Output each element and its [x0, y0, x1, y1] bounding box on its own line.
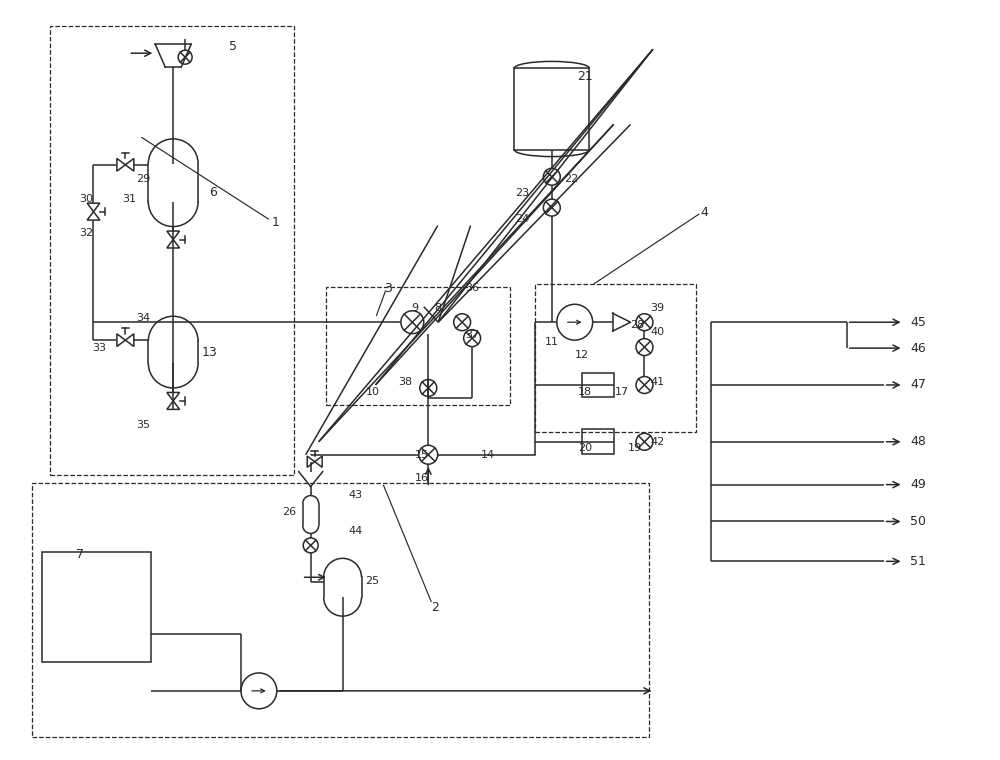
Text: 3: 3 — [384, 282, 392, 295]
Text: 42: 42 — [650, 437, 665, 447]
Text: 35: 35 — [136, 420, 150, 430]
Text: 39: 39 — [650, 303, 664, 313]
Text: 25: 25 — [365, 576, 380, 586]
Text: 49: 49 — [910, 478, 926, 491]
Text: 36: 36 — [465, 283, 479, 293]
Bar — [582, 429, 614, 454]
Text: 38: 38 — [398, 377, 412, 387]
Text: 30: 30 — [80, 194, 94, 204]
Text: 11: 11 — [545, 337, 559, 347]
Text: 43: 43 — [348, 489, 363, 499]
Text: 37: 37 — [465, 330, 479, 340]
Text: 32: 32 — [79, 227, 94, 238]
Text: 10: 10 — [365, 387, 379, 397]
Bar — [50, 27, 294, 475]
Text: 8: 8 — [435, 303, 442, 313]
Text: 50: 50 — [910, 515, 926, 528]
Text: 12: 12 — [575, 350, 589, 360]
Text: 28: 28 — [630, 320, 645, 330]
Polygon shape — [125, 334, 134, 347]
Text: 18: 18 — [578, 387, 592, 397]
Text: 2: 2 — [431, 600, 439, 613]
Bar — [326, 287, 510, 405]
Polygon shape — [167, 239, 180, 248]
Polygon shape — [87, 211, 100, 220]
Text: 13: 13 — [201, 346, 217, 359]
Polygon shape — [117, 334, 125, 347]
Text: 46: 46 — [910, 341, 926, 355]
Text: 9: 9 — [412, 303, 419, 313]
Text: 5: 5 — [229, 40, 237, 52]
Text: 24: 24 — [515, 214, 529, 223]
Text: 21: 21 — [577, 70, 593, 83]
Bar — [535, 284, 696, 432]
Text: 44: 44 — [348, 527, 363, 537]
Polygon shape — [307, 456, 315, 467]
Text: 6: 6 — [209, 186, 217, 199]
Text: 33: 33 — [92, 343, 106, 353]
Text: 51: 51 — [910, 555, 926, 568]
Text: 22: 22 — [565, 174, 579, 184]
Text: 16: 16 — [415, 473, 429, 483]
Text: 48: 48 — [910, 435, 926, 448]
Bar — [42, 553, 151, 662]
Text: 41: 41 — [650, 377, 664, 387]
Polygon shape — [315, 456, 322, 467]
Text: 4: 4 — [700, 206, 708, 219]
Text: 1: 1 — [272, 216, 280, 229]
Bar — [582, 372, 614, 397]
Text: 34: 34 — [136, 313, 150, 323]
Text: 23: 23 — [515, 188, 529, 198]
Text: 15: 15 — [415, 450, 429, 460]
Polygon shape — [125, 158, 134, 171]
Polygon shape — [167, 392, 180, 401]
Polygon shape — [167, 401, 180, 410]
Polygon shape — [167, 231, 180, 239]
Text: 29: 29 — [136, 174, 150, 184]
Bar — [32, 483, 649, 736]
Text: 20: 20 — [578, 443, 592, 453]
Polygon shape — [117, 158, 125, 171]
Polygon shape — [87, 203, 100, 211]
Text: 19: 19 — [627, 443, 642, 453]
Text: 31: 31 — [122, 194, 136, 204]
Text: 45: 45 — [910, 315, 926, 329]
Text: 17: 17 — [614, 387, 629, 397]
Text: 47: 47 — [910, 378, 926, 391]
Text: 14: 14 — [481, 450, 495, 460]
Text: 26: 26 — [282, 506, 296, 517]
Text: 7: 7 — [76, 548, 84, 561]
Text: 40: 40 — [650, 327, 664, 337]
